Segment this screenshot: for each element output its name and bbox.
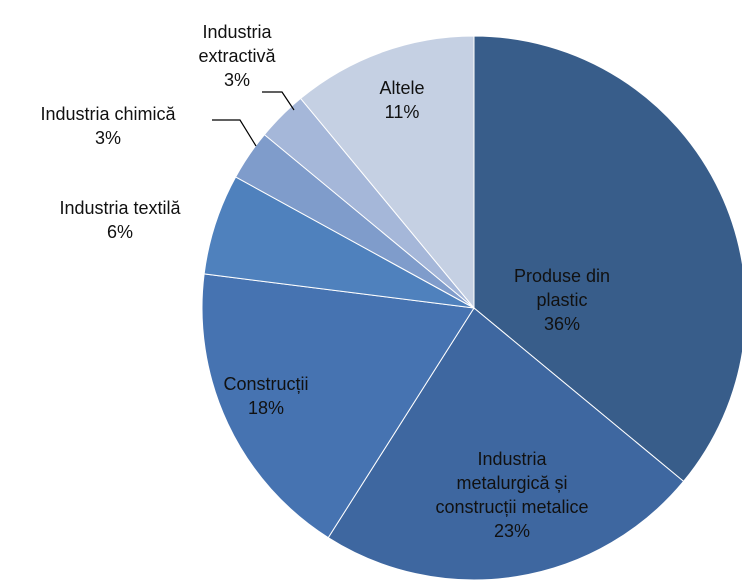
value-label: 6%	[106, 222, 133, 242]
category-label: Industria extractivă	[198, 22, 276, 66]
value-label: 36%	[543, 314, 581, 334]
value-label: 23%	[493, 521, 531, 541]
slice-label: Construcții 18%	[211, 372, 321, 420]
category-label: Industria chimică	[40, 104, 176, 124]
leader-line	[212, 119, 257, 147]
category-label: Industria textilă	[59, 198, 181, 218]
pie-slice	[299, 35, 475, 310]
leader-line	[262, 91, 295, 111]
category-label: Construcții	[223, 374, 309, 394]
category-label: Altele	[379, 78, 425, 98]
value-label: 11%	[384, 102, 420, 122]
value-label: 3%	[223, 70, 250, 90]
slice-label: Industria extractivă 3%	[177, 20, 297, 92]
slice-label: Industria textilă 6%	[20, 196, 220, 244]
value-label: 3%	[94, 128, 121, 148]
pie-slice	[327, 307, 685, 580]
pie-slice	[201, 273, 475, 539]
slice-label: Industria metalurgică și construcții met…	[432, 447, 592, 543]
category-label: Industria metalurgică și construcții met…	[435, 449, 589, 517]
category-label: Produse din plastic	[513, 266, 611, 310]
pie-slice	[473, 35, 742, 483]
slice-label: Altele 11%	[362, 76, 442, 124]
value-label: 18%	[247, 398, 285, 418]
slice-label: Produse din plastic 36%	[507, 264, 617, 336]
slice-label: Industria chimică 3%	[3, 102, 213, 150]
